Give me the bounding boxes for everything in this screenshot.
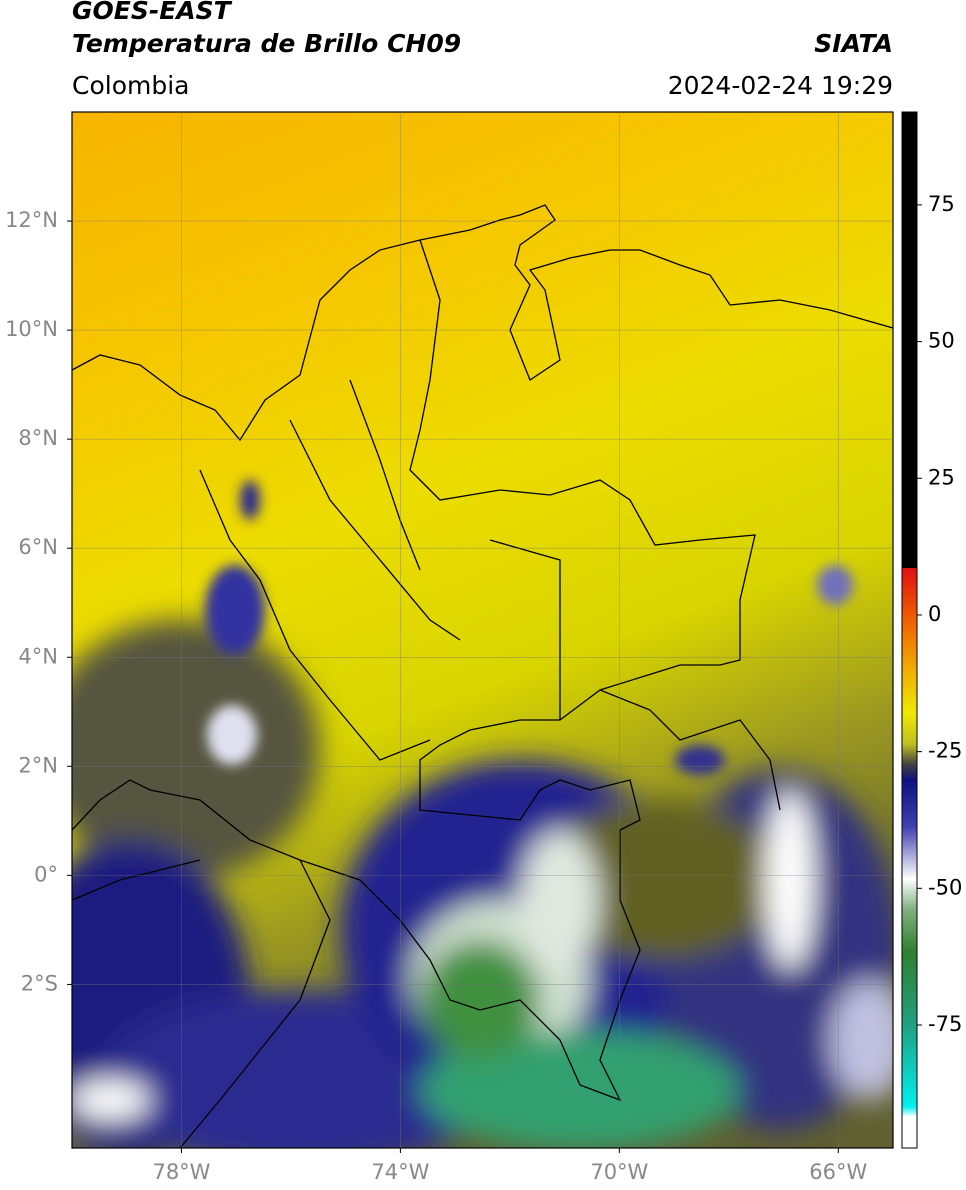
y-tick-label: 0° [34,862,58,886]
x-tick-label: 66°W [809,1160,867,1184]
y-tick-label: 2°N [18,753,58,777]
datetime: 2024-02-24 19:29 [668,71,893,100]
y-tick-label: 2°S [21,971,58,995]
x-tick-label: 74°W [371,1160,429,1184]
colorbar [901,111,918,1149]
colorbar-tick-label: -50 [928,875,962,899]
colorbar-tick-label: 25 [928,465,955,489]
y-tick-label: 12°N [5,208,58,232]
colorbar-tick-label: -25 [928,739,962,763]
region: Colombia [72,71,189,100]
borders [72,204,893,1148]
title: Temperatura de Brillo CH09 [72,29,461,58]
map-frame [71,111,894,1149]
source: SIATA [814,29,893,58]
colorbar-tick-label: 50 [928,329,955,353]
x-tick-label: 78°W [152,1160,210,1184]
satellite: GOES-EAST [72,0,233,25]
colorbar-tick-label: 75 [928,192,955,216]
colorbar-tick-label: 0 [928,602,941,626]
x-tick-label: 70°W [590,1160,648,1184]
y-tick-label: 6°N [18,535,58,559]
colorbar-tick-label: -75 [928,1012,962,1036]
y-tick-label: 4°N [18,644,58,668]
y-tick-label: 10°N [5,317,58,341]
satellite-image [72,112,893,1148]
y-tick-label: 8°N [18,426,58,450]
